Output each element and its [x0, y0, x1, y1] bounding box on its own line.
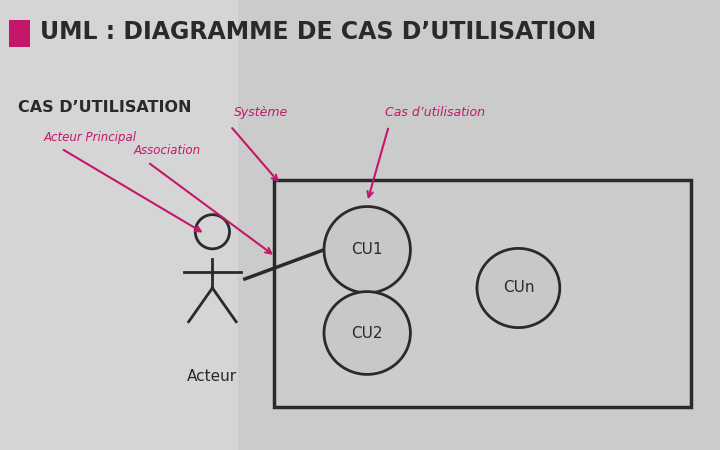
Text: UML : DIAGRAMME DE CAS D’UTILISATION: UML : DIAGRAMME DE CAS D’UTILISATION [40, 20, 596, 45]
Ellipse shape [324, 292, 410, 374]
Text: CU2: CU2 [351, 325, 383, 341]
Ellipse shape [324, 207, 410, 293]
Bar [9, 20, 30, 47]
Bar [274, 180, 691, 407]
Text: Association: Association [133, 144, 200, 158]
Text: Cas d’utilisation: Cas d’utilisation [385, 106, 485, 119]
Bar [0, 0, 238, 450]
Text: CAS D’UTILISATION: CAS D’UTILISATION [18, 100, 192, 116]
Ellipse shape [477, 248, 560, 328]
Text: Acteur: Acteur [187, 369, 238, 384]
Text: CUn: CUn [503, 280, 534, 296]
Text: Acteur Principal: Acteur Principal [43, 131, 136, 144]
Text: Système: Système [234, 106, 288, 119]
Text: CU1: CU1 [351, 242, 383, 257]
